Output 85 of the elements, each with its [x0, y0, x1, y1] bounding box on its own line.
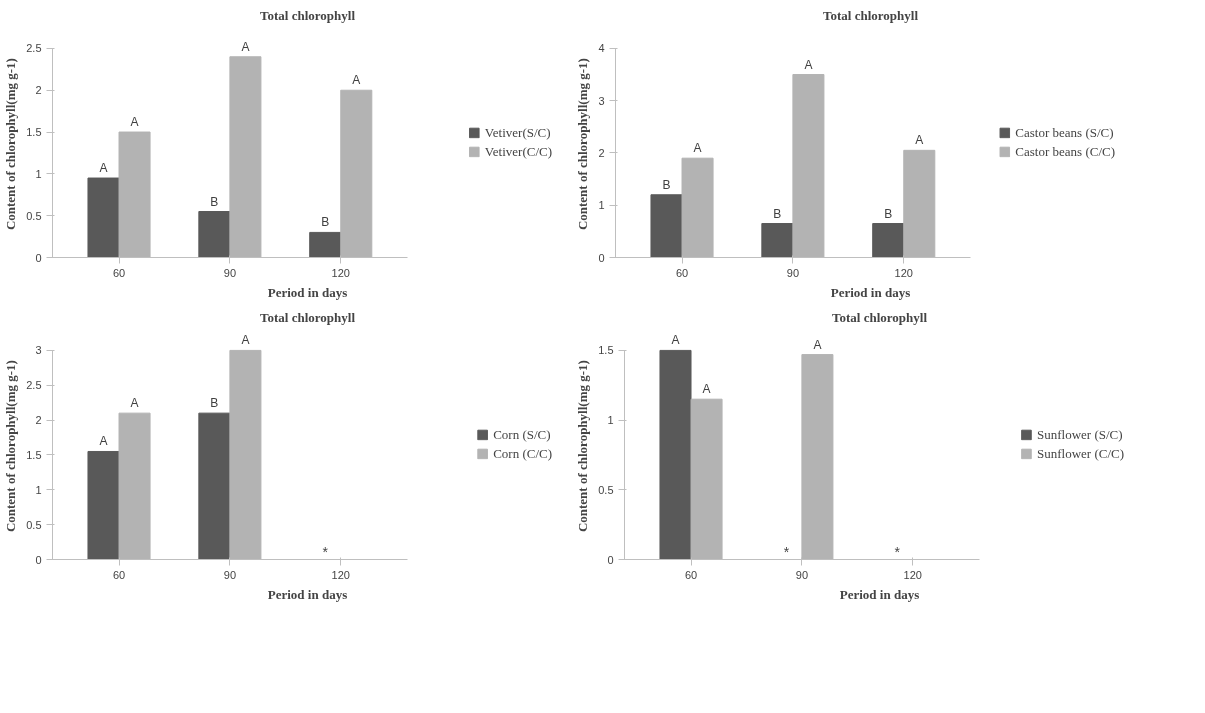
y-tick-label: 0.5 [598, 483, 614, 496]
y-tick-label: 0 [35, 251, 42, 264]
legend-label: Sunflower (C/C) [1036, 445, 1124, 462]
bar [87, 177, 120, 258]
x-tick-label: 120 [894, 266, 913, 279]
x-tick-label: 90 [223, 266, 237, 279]
y-tick-label: 3 [598, 94, 605, 107]
legend-label: Corn (S/C) [493, 426, 551, 443]
y-tick-label: 1 [598, 199, 605, 212]
x-axis-title: Period in days [267, 284, 348, 300]
y-tick-label: 2 [598, 146, 605, 159]
bar [87, 450, 120, 560]
x-tick-label: 60 [684, 568, 698, 581]
y-tick-label: 0 [598, 251, 605, 264]
chart-title: Total chlorophyll [823, 7, 919, 23]
x-axis-title: Period in days [267, 586, 348, 602]
legend-label: Sunflower (S/C) [1036, 426, 1123, 443]
bar [309, 231, 342, 258]
x-axis-title: Period in days [830, 284, 911, 300]
y-tick-label: 0 [607, 553, 614, 566]
chart-title: Total chlorophyll [260, 309, 356, 325]
y-tick-label: 0.5 [26, 209, 42, 222]
data-label: B [210, 194, 219, 209]
data-label: A [241, 39, 250, 54]
x-tick-label: 60 [112, 266, 126, 279]
x-tick-label: 60 [675, 266, 689, 279]
legend-label: Castor beans (S/C) [1015, 124, 1114, 141]
x-tick-label: 60 [112, 568, 126, 581]
x-tick-label: 90 [223, 568, 237, 581]
annotation: * [783, 543, 790, 560]
annotation: * [322, 543, 329, 560]
data-label: A [804, 57, 813, 72]
chart-title: Total chlorophyll [260, 7, 356, 23]
y-tick-label: 1.5 [26, 126, 42, 139]
x-tick-label: 120 [903, 568, 922, 581]
data-label: A [671, 333, 680, 348]
bar [198, 211, 231, 258]
data-label: A [693, 141, 702, 156]
data-label: A [915, 133, 924, 148]
chart-title: Total chlorophyll [832, 309, 928, 325]
y-tick-label: 0 [35, 553, 42, 566]
x-tick-label: 90 [786, 266, 800, 279]
y-tick-label: 1.5 [26, 448, 42, 461]
data-label: A [813, 337, 822, 352]
y-axis-title: Content of chlorophyll(mg g-1) [575, 360, 591, 533]
y-tick-label: 2.5 [26, 42, 42, 55]
bar [650, 194, 683, 258]
y-tick-label: 1 [35, 167, 42, 180]
bar [659, 349, 692, 560]
y-tick-label: 4 [598, 42, 605, 55]
data-label: A [352, 73, 361, 88]
x-tick-label: 90 [795, 568, 809, 581]
annotation: * [894, 543, 901, 560]
data-label: A [130, 396, 139, 411]
data-label: B [773, 206, 782, 221]
data-label: A [130, 115, 139, 130]
data-label: A [702, 382, 711, 397]
legend-label: Vetiver(S/C) [484, 124, 551, 141]
legend-label: Vetiver(C/C) [484, 143, 552, 160]
data-label: B [321, 215, 330, 230]
x-tick-label: 120 [331, 266, 350, 279]
y-axis-title: Content of chlorophyll(mg g-1) [3, 360, 19, 533]
data-label: A [241, 333, 250, 348]
legend-label: Castor beans (C/C) [1015, 143, 1115, 160]
data-label: A [99, 161, 108, 176]
bar [872, 223, 905, 258]
data-label: B [662, 177, 671, 192]
data-label: B [210, 396, 219, 411]
y-axis-title: Content of chlorophyll(mg g-1) [575, 58, 591, 231]
y-tick-label: 2 [35, 84, 42, 97]
y-tick-label: 2 [35, 414, 42, 427]
x-axis-title: Period in days [839, 586, 920, 602]
bar [761, 223, 794, 258]
y-tick-label: 1 [35, 483, 42, 496]
y-tick-label: 1.5 [598, 344, 614, 357]
y-axis-title: Content of chlorophyll(mg g-1) [3, 58, 19, 231]
bar [198, 412, 231, 560]
data-label: A [99, 434, 108, 449]
x-tick-label: 120 [331, 568, 350, 581]
y-tick-label: 2.5 [26, 379, 42, 392]
data-label: B [884, 206, 893, 221]
y-tick-label: 0.5 [26, 518, 42, 531]
y-tick-label: 3 [35, 344, 42, 357]
y-tick-label: 1 [607, 414, 614, 427]
legend-label: Corn (C/C) [493, 445, 552, 462]
